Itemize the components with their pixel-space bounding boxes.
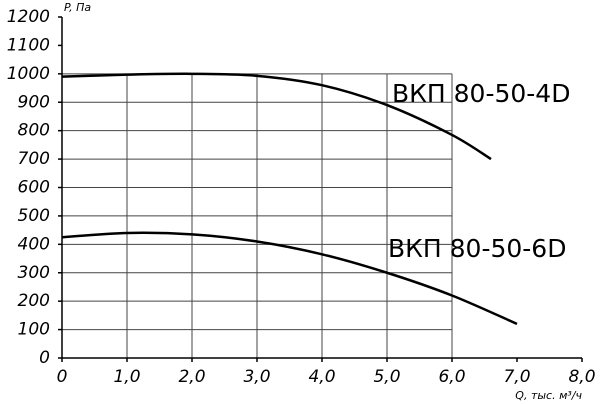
- y-tick-label: 1100: [7, 35, 50, 55]
- x-tick-label: 1,0: [113, 367, 140, 387]
- x-tick-label: 3,0: [243, 367, 270, 387]
- x-axis-label: Q, тыс. м³/ч: [515, 389, 582, 402]
- y-tick-label: 200: [18, 291, 50, 311]
- x-tick-label: 6,0: [438, 367, 465, 387]
- curve-label: ВКП 80-50-4D: [392, 79, 570, 108]
- y-axis-label: P, Па: [64, 1, 91, 14]
- curve: [61, 72, 492, 161]
- x-tick-label: 5,0: [373, 367, 400, 387]
- curve-label: ВКП 80-50-6D: [388, 234, 566, 263]
- y-tick-label: 400: [18, 234, 50, 254]
- x-tick-label: 0: [57, 367, 68, 387]
- y-tick-label: 500: [18, 206, 50, 226]
- y-tick-label: 1000: [7, 64, 50, 84]
- x-tick-label: 2,0: [178, 367, 205, 387]
- y-tick-label: 700: [18, 149, 50, 169]
- y-tick-label: 1200: [7, 7, 50, 27]
- y-tick-label: 800: [18, 121, 50, 141]
- curve: [61, 231, 518, 326]
- y-tick-label: 600: [18, 178, 50, 198]
- x-tick-label: 4,0: [308, 367, 335, 387]
- y-tick-label: 0: [39, 348, 50, 368]
- y-tick-label: 900: [18, 92, 50, 112]
- x-tick-label: 7,0: [503, 367, 530, 387]
- y-tick-label: 300: [18, 263, 50, 283]
- y-tick-label: 100: [18, 320, 50, 340]
- x-tick-label: 8,0: [568, 367, 595, 387]
